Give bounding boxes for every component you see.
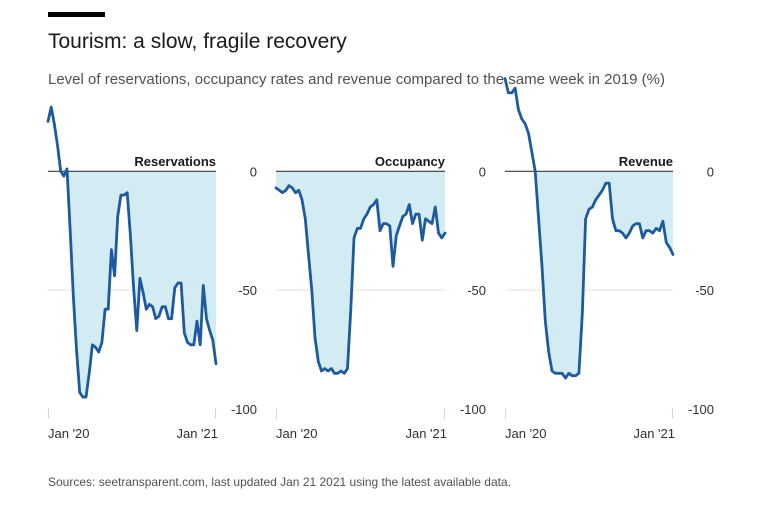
revenue-x-label-start: Jan '20 [505,426,547,441]
reservations-x-label-start: Jan '20 [48,426,90,441]
revenue-area-fill [535,171,673,379]
occupancy-panel-title: Occupancy [375,154,446,169]
reservations-panel-title: Reservations [134,154,216,169]
reservations-y-tick-label: -100 [231,402,257,417]
revenue-y-tick-label: 0 [707,164,714,179]
occupancy-y-tick-label: 0 [479,164,486,179]
revenue-panel-title: Revenue [619,154,673,169]
chart-subtitle: Level of reservations, occupancy rates a… [48,71,666,88]
occupancy-x-label-end: Jan '21 [405,426,447,441]
reservations-x-label-end: Jan '21 [176,426,218,441]
occupancy-y-tick-label: -100 [460,402,486,417]
reservations-series-line [46,105,218,399]
occupancy-area-fill [276,171,445,374]
header-accent-bar [48,12,105,17]
source-note: Sources: seetransparent.com, last update… [48,475,511,489]
occupancy-y-tick-label: -50 [467,283,486,298]
occupancy-series-line [274,184,447,375]
revenue-y-tick-label: -50 [695,283,714,298]
reservations-y-tick-label: 0 [250,164,257,179]
revenue-y-tick-label: -100 [688,402,714,417]
occupancy-x-label-start: Jan '20 [276,426,318,441]
revenue-series-line [503,77,675,380]
revenue-x-label-end: Jan '21 [633,426,675,441]
chart-title: Tourism: a slow, fragile recovery [48,30,347,53]
reservations-y-tick-label: -50 [238,283,257,298]
